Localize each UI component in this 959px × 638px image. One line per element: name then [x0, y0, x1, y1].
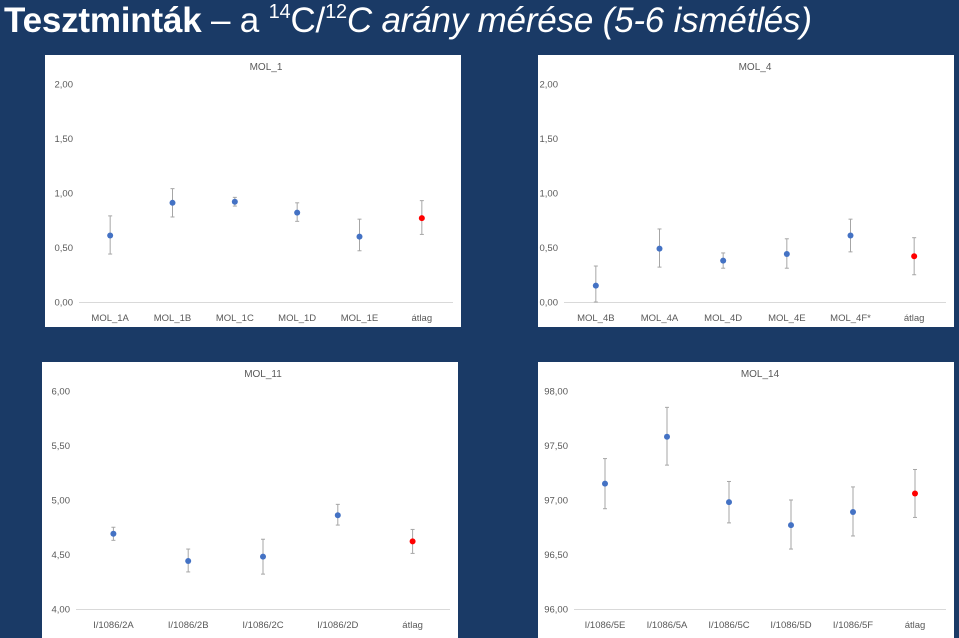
x-tick-label: I/1086/2C	[242, 620, 283, 631]
data-point	[850, 508, 856, 515]
x-tick-label: I/1086/5C	[708, 620, 749, 631]
y-tick-label: 1,50	[540, 134, 559, 145]
chart-title: MOL_4	[739, 62, 772, 73]
y-tick-label: 97,00	[544, 496, 568, 507]
x-tick-label: I/1086/2A	[93, 620, 134, 631]
data-point	[788, 522, 794, 529]
y-tick-label: 2,00	[540, 80, 559, 91]
x-tick-label: I/1086/2D	[317, 620, 358, 631]
data-point	[231, 198, 238, 205]
y-tick-label: 0,50	[55, 243, 74, 254]
y-tick-label: 0,00	[540, 298, 559, 309]
x-tick-label: MOL_4B	[577, 313, 615, 324]
x-tick-label: MOL_1D	[278, 313, 316, 324]
slide-title: Tesztminták – a 14C/12C arány mérése (5-…	[4, 0, 812, 42]
x-tick-label: I/1086/5F	[833, 620, 873, 631]
data-point	[847, 232, 854, 239]
average-point	[409, 538, 416, 545]
data-point	[664, 433, 670, 440]
x-tick-label: átlag	[412, 313, 433, 324]
data-point	[110, 530, 117, 537]
average-point	[911, 253, 918, 260]
chart-mol11: MOL_11 4,00 4,50 5,00 5,50 6,00 I/1086/2A I/108…	[52, 369, 450, 631]
x-tick-label: MOL_1A	[91, 313, 129, 324]
data-point	[107, 232, 114, 239]
data-point	[592, 282, 599, 289]
x-tick-label: átlag	[402, 620, 423, 631]
y-tick-label: 1,50	[55, 134, 74, 145]
title-dash-part: – a	[201, 1, 269, 40]
data-point	[169, 199, 176, 206]
title-superscript-12: 12	[325, 1, 347, 23]
data-point	[260, 553, 266, 560]
y-tick-label: 6,00	[52, 387, 71, 398]
chart-panel-mol1: MOL_1 0,00 0,50 1,00 1,50 2,00 MOL_1A MOL_1B MOL…	[45, 55, 461, 327]
chart-title: MOL_14	[741, 369, 780, 380]
title-c-part: C/	[290, 1, 326, 40]
y-tick-label: 0,00	[55, 298, 74, 309]
x-tick-label: átlag	[905, 620, 926, 631]
chart-panel-mol11: MOL_11 4,00 4,50 5,00 5,50 6,00 I/1086/2A I/108…	[42, 362, 458, 638]
average-point	[912, 490, 918, 497]
y-tick-label: 2,00	[55, 80, 74, 91]
title-bold-part: Tesztminták	[4, 1, 202, 40]
average-point	[418, 215, 425, 222]
chart-panel-mol14: MOL_14 96,00 96,50 97,00 97,50 98,00 I/1086/5E…	[538, 362, 954, 638]
chart-mol1: MOL_1 0,00 0,50 1,00 1,50 2,00 MOL_1A MOL_1B MOL…	[55, 62, 453, 324]
data-point	[602, 480, 608, 487]
x-tick-label: I/1086/5E	[585, 620, 626, 631]
title-rest-part: C arány mérése (5-6 ismétlés)	[346, 1, 812, 40]
y-tick-label: 1,00	[540, 189, 559, 200]
y-tick-label: 98,00	[544, 387, 568, 398]
chart-panel-mol4: MOL_4 0,00 0,50 1,00 1,50 2,00 MOL_4B MOL_4A MOL…	[538, 55, 954, 327]
y-tick-label: 1,00	[55, 189, 74, 200]
x-tick-label: I/1086/5A	[647, 620, 688, 631]
x-tick-label: MOL_4D	[704, 313, 742, 324]
y-tick-label: 97,50	[544, 441, 568, 452]
data-point	[783, 251, 790, 258]
y-tick-label: 96,50	[544, 550, 568, 561]
y-tick-label: 96,00	[544, 605, 568, 616]
y-tick-label: 5,00	[52, 496, 71, 507]
y-tick-label: 4,00	[52, 605, 71, 616]
x-tick-label: MOL_1E	[341, 313, 379, 324]
x-tick-label: MOL_1C	[216, 313, 254, 324]
x-tick-label: MOL_4E	[768, 313, 806, 324]
chart-title: MOL_11	[244, 369, 282, 380]
data-point	[656, 245, 663, 252]
y-tick-label: 4,50	[52, 550, 71, 561]
data-point	[356, 233, 363, 240]
data-point	[334, 512, 341, 519]
data-point	[185, 558, 192, 565]
x-tick-label: MOL_1B	[154, 313, 192, 324]
data-point	[294, 209, 301, 216]
x-tick-label: MOL_4A	[641, 313, 679, 324]
chart-title: MOL_1	[250, 62, 283, 73]
x-tick-label: MOL_4F*	[830, 313, 871, 324]
title-superscript-14: 14	[268, 1, 291, 23]
x-tick-label: átlag	[904, 313, 925, 324]
x-tick-label: I/1086/2B	[168, 620, 209, 631]
x-tick-label: I/1086/5D	[770, 620, 811, 631]
chart-mol4: MOL_4 0,00 0,50 1,00 1,50 2,00 MOL_4B MOL_4A MOL…	[540, 62, 946, 324]
data-point	[720, 257, 727, 264]
y-tick-label: 5,50	[52, 441, 71, 452]
y-tick-label: 0,50	[540, 243, 559, 254]
chart-mol14: MOL_14 96,00 96,50 97,00 97,50 98,00 I/1086/5E…	[544, 369, 946, 631]
data-point	[726, 499, 732, 506]
